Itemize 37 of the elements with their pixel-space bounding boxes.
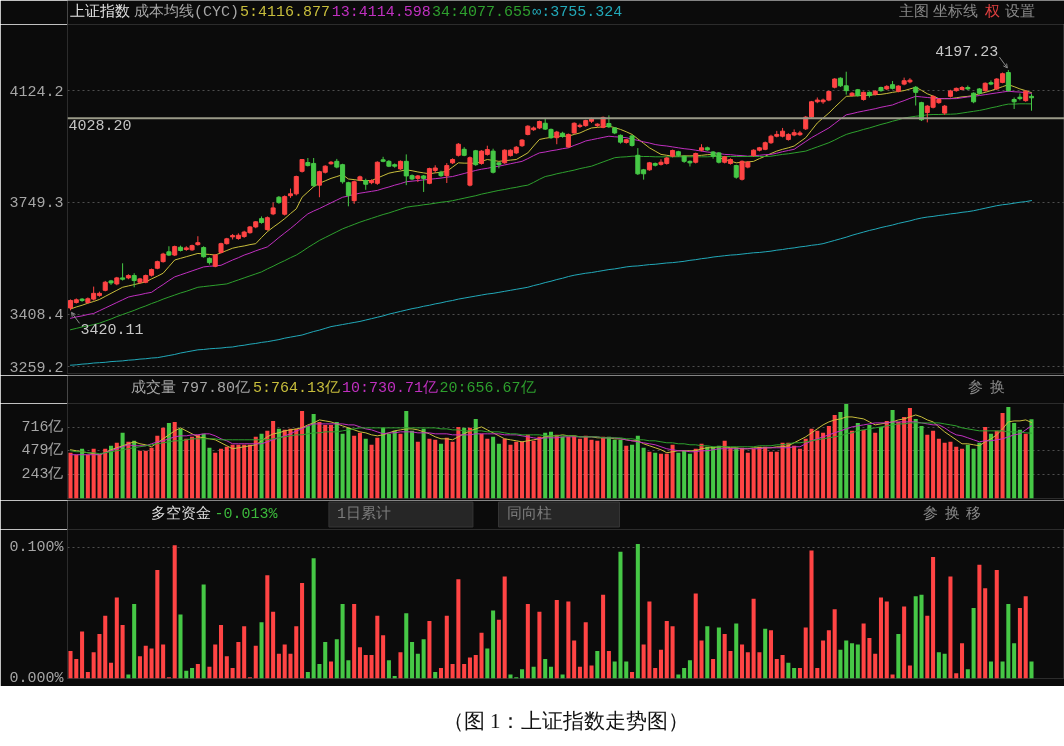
text: 797.80亿 [180, 380, 250, 397]
chart-title: 成交量 [131, 379, 177, 397]
y-tick-label: 716亿 [21, 418, 64, 436]
text: 权 [983, 3, 1000, 21]
text: 5:4116.877 [239, 4, 330, 21]
y-tick-label: 4124.2 [9, 83, 64, 101]
y-tick-label: 0.100% [9, 539, 65, 557]
text: ∞:3755.324 [532, 4, 623, 21]
text: -0.013% [214, 506, 279, 523]
text: 移 [966, 505, 982, 523]
text: 主图 [898, 3, 929, 21]
y-tick-label: 0.000% [9, 669, 65, 687]
text: 1日累计 [336, 505, 391, 523]
annotation: 3420.11 [80, 322, 144, 340]
text: 设置 [1005, 3, 1036, 21]
y-tick-label: 243亿 [21, 465, 64, 483]
ref-line-label: 4028.20 [68, 118, 132, 136]
chart-title: 多空资金 [150, 505, 211, 523]
text: 参 [923, 505, 938, 523]
text: 参 [967, 379, 983, 397]
y-tick-label: 479亿 [21, 442, 64, 460]
text: 换 [989, 379, 1005, 397]
text: 同向柱 [506, 505, 552, 523]
series-label: 10:730.71亿 [342, 380, 439, 397]
text: 34:4077.655 [432, 4, 532, 21]
y-tick-label: 3408.4 [9, 307, 64, 325]
legend-title: 成本均线(CYC) [134, 3, 240, 21]
text: 20:656.67亿 [439, 380, 536, 397]
text: 换 [944, 505, 960, 523]
text: 13:4114.598 [331, 4, 431, 21]
series-label: 5:764.13亿 [253, 380, 341, 397]
text: 坐标线 [933, 3, 979, 21]
y-tick-label: 3259.2 [9, 359, 64, 377]
text: （图 1：上证指数走势图） [442, 708, 690, 733]
chart-title: 上证指数 [70, 3, 131, 21]
y-tick-label: 3749.3 [9, 195, 64, 213]
annotation: 4197.23 [935, 43, 999, 61]
